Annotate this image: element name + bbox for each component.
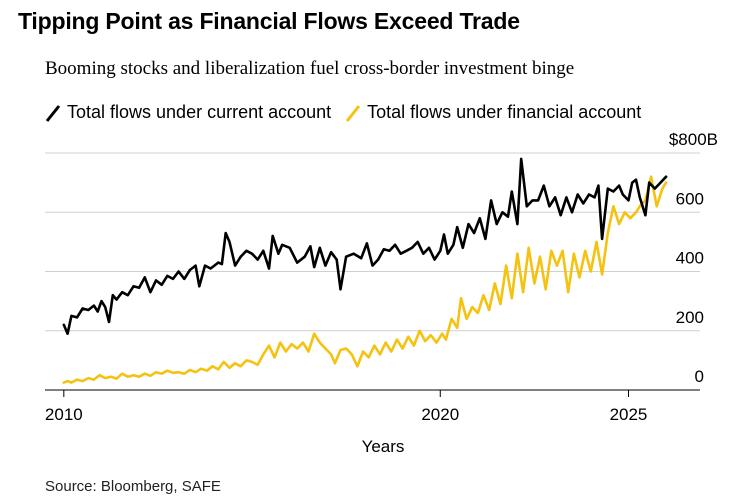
legend-label-financial-account: Total flows under financial account bbox=[367, 102, 642, 122]
y-tick-label-800: $800B bbox=[669, 130, 718, 149]
chart-subtitle: Booming stocks and liberalization fuel c… bbox=[45, 58, 575, 79]
y-tick-label-400: 400 bbox=[676, 249, 704, 268]
chart-title: Tipping Point as Financial Flows Exceed … bbox=[18, 8, 520, 34]
legend-swatch-current-account bbox=[45, 104, 61, 122]
legend-label-current-account: Total flows under current account bbox=[67, 102, 332, 122]
legend-item-current-account: Total flows under current account bbox=[45, 102, 331, 123]
source-note: Source: Bloomberg, SAFE bbox=[45, 478, 221, 495]
y-tick-label-0: 0 bbox=[695, 367, 704, 386]
series-line-current-account bbox=[62, 157, 668, 335]
series-line-financial-account bbox=[62, 175, 668, 384]
x-tick-label-2020: 2020 bbox=[421, 405, 459, 424]
legend: Total flows under current account Total … bbox=[45, 102, 655, 123]
x-tick-label-2025: 2025 bbox=[610, 405, 648, 424]
y-tick-label-600: 600 bbox=[676, 189, 704, 208]
x-tick-label-2010: 2010 bbox=[45, 405, 83, 424]
x-axis-title: Years bbox=[362, 437, 405, 456]
legend-item-financial-account: Total flows under financial account bbox=[345, 102, 641, 123]
y-tick-label-200: 200 bbox=[676, 308, 704, 327]
legend-swatch-financial-account bbox=[345, 104, 361, 122]
